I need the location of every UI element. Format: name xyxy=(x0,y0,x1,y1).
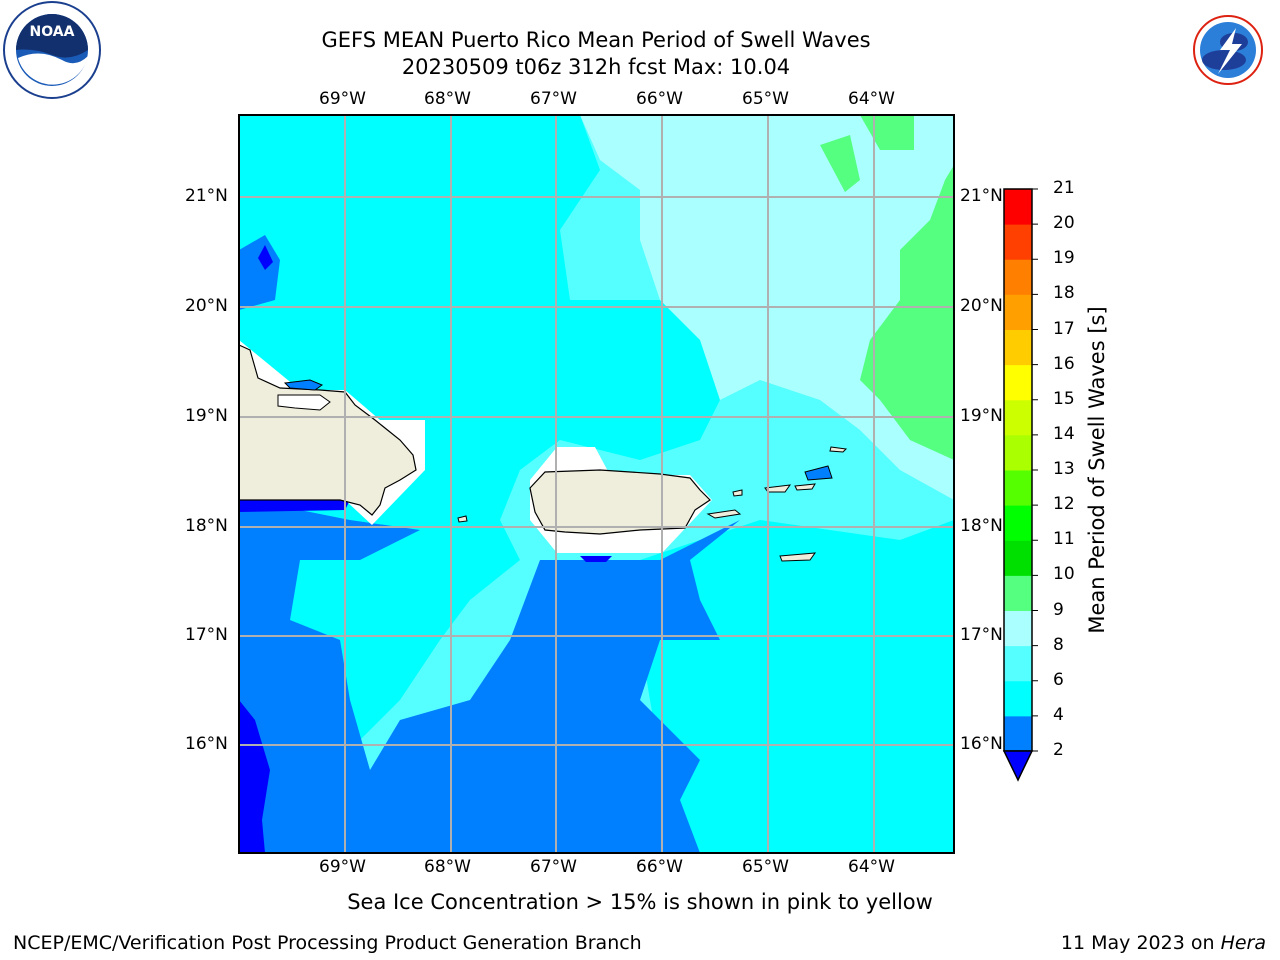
colorbar-tick-label: 14 xyxy=(1053,423,1075,444)
colorbar-band xyxy=(1004,224,1032,260)
land-st-john xyxy=(794,483,816,491)
lat-tick-right: 20°N xyxy=(960,296,1003,316)
colorbar-tick-label: 20 xyxy=(1053,213,1075,234)
lat-tick-left: 18°N xyxy=(185,516,228,536)
colorbar-band xyxy=(1004,505,1032,541)
colorbar-band xyxy=(1004,610,1032,647)
lon-tick-top: 65°W xyxy=(742,89,789,109)
lat-tick-left: 16°N xyxy=(185,734,228,754)
contour-below-2 xyxy=(239,700,270,853)
land-puerto-rico xyxy=(529,469,711,535)
land-vieques xyxy=(706,509,742,519)
colorbar-tick-label: 11 xyxy=(1053,529,1075,550)
contour-4-6-south-east xyxy=(640,520,954,853)
chart-subtitle: 20230509 t06z 312h fcst Max: 10.04 xyxy=(401,55,791,79)
lat-tick-left: 19°N xyxy=(185,406,228,426)
colorbar-band xyxy=(1004,329,1032,366)
colorbar-tick-label: 8 xyxy=(1053,634,1064,655)
colorbar-tick-label: 13 xyxy=(1053,459,1075,479)
lon-tick-bottom: 69°W xyxy=(319,857,366,877)
lat-tick-right: 19°N xyxy=(960,406,1003,426)
svg-text:NOAA: NOAA xyxy=(30,24,75,40)
sea-ice-note: Sea Ice Concentration > 15% is shown in … xyxy=(347,890,933,914)
lon-tick-top: 64°W xyxy=(848,89,895,109)
noaa-logo: NOAA xyxy=(0,0,104,104)
land-mona-island xyxy=(457,515,468,523)
lon-tick-bottom: 65°W xyxy=(742,857,789,877)
colorbar-band xyxy=(1004,434,1032,471)
land-st-croix xyxy=(779,552,817,562)
colorbar-band xyxy=(1004,294,1032,330)
lat-tick-left: 17°N xyxy=(185,625,228,645)
swell-period-contours xyxy=(239,115,954,853)
lon-tick-bottom: 67°W xyxy=(530,857,577,877)
land-anegada xyxy=(829,446,848,453)
lat-tick-left: 21°N xyxy=(185,186,228,206)
colorbar-band xyxy=(1004,189,1032,225)
colorbar-band xyxy=(1004,259,1032,295)
lat-tick-right: 17°N xyxy=(960,625,1003,645)
lat-tick-right: 16°N xyxy=(960,734,1003,754)
colorbar-tick-label: 16 xyxy=(1053,353,1075,374)
lon-tick-top: 69°W xyxy=(319,89,366,109)
lat-tick-left: 20°N xyxy=(185,296,228,316)
colorbar-band xyxy=(1004,364,1032,401)
colorbar-band xyxy=(1004,645,1032,682)
contour-2-4-north xyxy=(239,235,280,310)
contour-9-10-b xyxy=(820,135,860,192)
lon-tick-bottom: 66°W xyxy=(636,857,683,877)
footer-date: 11 May 2023 on Hera xyxy=(1061,932,1266,954)
colorbar-label: Mean Period of Swell Waves [s] xyxy=(1085,306,1109,634)
colorbar xyxy=(1004,188,1038,752)
land-hispaniola xyxy=(239,344,417,516)
colorbar-extend-arrow xyxy=(1002,750,1034,782)
contour-9-10-c xyxy=(860,165,954,460)
nws-logo xyxy=(1176,0,1280,104)
lon-tick-top: 68°W xyxy=(424,89,471,109)
colorbar-band xyxy=(1004,470,1032,506)
contour-below-2-d xyxy=(580,556,612,562)
colorbar-tick-label: 9 xyxy=(1053,599,1064,620)
contour-2-4 xyxy=(239,500,740,853)
footer-branch: NCEP/EMC/Verification Post Processing Pr… xyxy=(13,932,642,954)
map-frame xyxy=(238,114,955,854)
colorbar-tick-label: 17 xyxy=(1053,318,1075,339)
colorbar-band xyxy=(1004,540,1032,576)
colorbar-tick-label: 2 xyxy=(1053,740,1064,760)
colorbar-tick-label: 4 xyxy=(1053,704,1064,725)
colorbar-tick-label: 10 xyxy=(1053,564,1075,585)
contour-below-2-b xyxy=(258,245,273,270)
land-tortuga xyxy=(283,379,324,391)
lon-tick-bottom: 68°W xyxy=(424,857,471,877)
colorbar-tick-label: 12 xyxy=(1053,494,1075,515)
lat-tick-right: 18°N xyxy=(960,516,1003,536)
colorbar-band xyxy=(1004,399,1032,436)
colorbar-band xyxy=(1004,715,1032,752)
map-gridlines xyxy=(239,115,954,853)
contour-below-2-c xyxy=(239,500,350,512)
land-tortola xyxy=(804,465,833,481)
colorbar-tick-label: 18 xyxy=(1053,283,1075,304)
colorbar-band xyxy=(1004,575,1032,611)
colorbar-tick-label: 15 xyxy=(1053,388,1075,409)
colorbar-tick-label: 19 xyxy=(1053,248,1075,269)
land-culebra xyxy=(732,489,743,497)
footer-date-text: 11 May 2023 on xyxy=(1060,932,1221,954)
colorbar-band xyxy=(1004,680,1032,717)
land-gonave xyxy=(277,394,331,411)
chart-title: GEFS MEAN Puerto Rico Mean Period of Swe… xyxy=(321,28,871,52)
footer-machine: Hera xyxy=(1220,932,1266,954)
lat-tick-right: 21°N xyxy=(960,186,1003,206)
lon-tick-top: 67°W xyxy=(530,89,577,109)
lon-tick-top: 66°W xyxy=(636,89,683,109)
colorbar-tick-label: 21 xyxy=(1053,178,1075,198)
lon-tick-bottom: 64°W xyxy=(848,857,895,877)
colorbar-tick-label: 6 xyxy=(1053,669,1064,690)
